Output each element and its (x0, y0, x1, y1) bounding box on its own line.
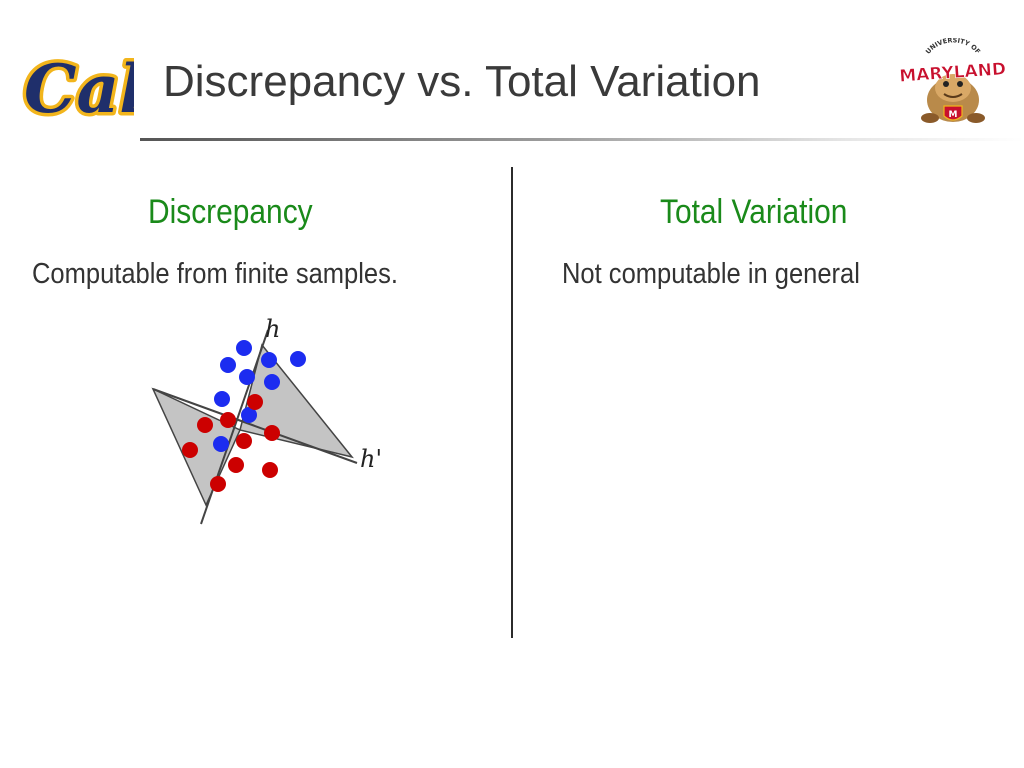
hypothesis-line-h-prime (152, 388, 358, 464)
title-underline (140, 138, 1024, 141)
positive-sample-point (236, 340, 252, 356)
positive-sample-point (220, 357, 236, 373)
negative-sample-point (210, 476, 226, 492)
hypothesis-line-h (200, 329, 269, 525)
positive-sample-point (241, 407, 257, 423)
h-prime-label: h' (360, 445, 382, 473)
positive-sample-point (239, 369, 255, 385)
total-variation-description: Not computable in general (562, 258, 860, 290)
maryland-logo-text: MARYLAND (900, 59, 1005, 86)
positive-sample-point (213, 436, 229, 452)
discrepancy-figure: h h' (151, 315, 382, 525)
negative-sample-point (264, 425, 280, 441)
positive-sample-point (261, 352, 277, 368)
negative-sample-point (182, 442, 198, 458)
negative-sample-point (197, 417, 213, 433)
h-label: h (265, 315, 280, 343)
positive-sample-point (290, 351, 306, 367)
column-divider (511, 167, 513, 638)
discrepancy-heading: Discrepancy (148, 193, 313, 231)
discrepancy-description: Computable from finite samples. (32, 258, 398, 290)
cal-logo: Cal Cal (21, 47, 135, 132)
negative-sample-point (247, 394, 263, 410)
maryland-logo: UNIVERSITY OF M MARYLAND (900, 38, 1005, 123)
negative-sample-point (262, 462, 278, 478)
slide-title: Discrepancy vs. Total Variation (163, 57, 761, 106)
negative-sample-point (236, 433, 252, 449)
svg-text:UNIVERSITY OF: UNIVERSITY OF (924, 38, 982, 56)
total-variation-heading: Total Variation (660, 193, 848, 231)
negative-sample-point (220, 412, 236, 428)
cal-logo-text: Cal (24, 50, 134, 128)
positive-sample-point (214, 391, 230, 407)
negative-sample-point (228, 457, 244, 473)
svg-text:M: M (949, 110, 958, 120)
svg-text:Cal: Cal (24, 50, 134, 128)
positive-sample-point (264, 374, 280, 390)
